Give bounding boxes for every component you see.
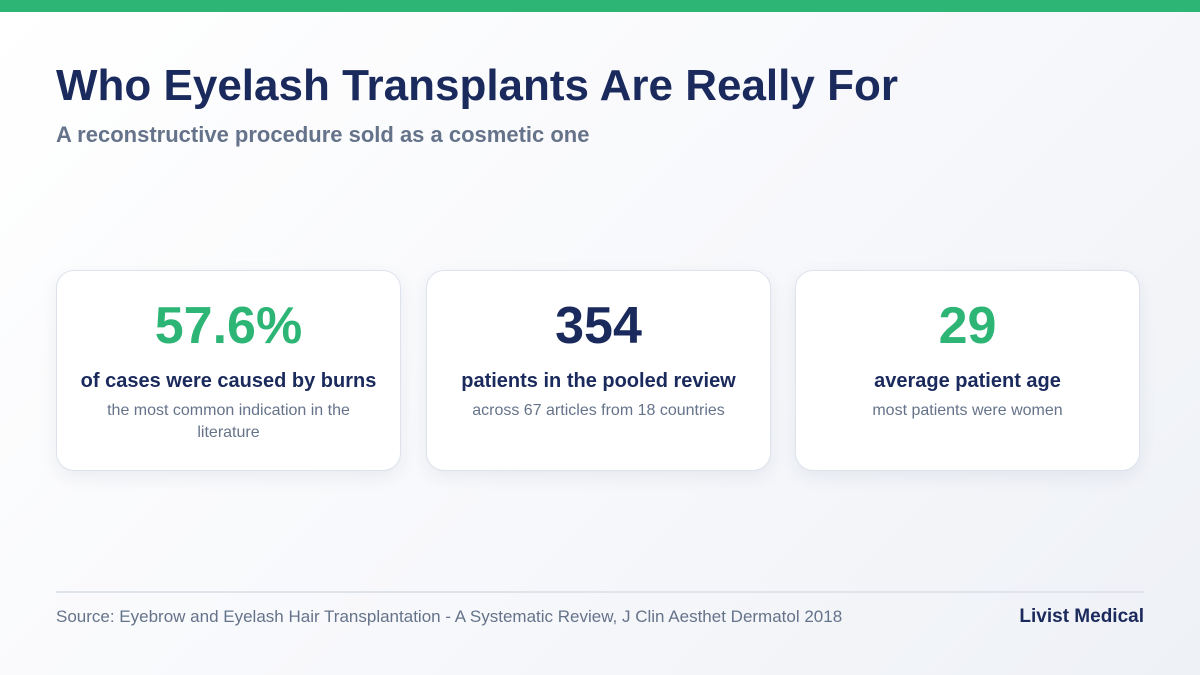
stat-label: average patient age [874,370,1061,392]
page-title: Who Eyelash Transplants Are Really For [56,61,898,110]
page-subtitle: A reconstructive procedure sold as a cos… [56,122,590,147]
stat-note: most patients were women [872,402,1063,419]
stat-cards: 57.6% of cases were caused by burns the … [56,270,1144,474]
source-citation: Source: Eyebrow and Eyelash Hair Transpl… [56,607,843,626]
stat-value: 57.6% [154,297,303,355]
stat-value: 29 [938,297,997,355]
stat-label: of cases were caused by burns [80,370,377,392]
stat-note: the most common indication in the litera… [107,402,350,441]
footer-divider [56,591,1144,593]
stat-label: patients in the pooled review [461,370,736,392]
brand-name: Livist Medical [1019,606,1144,627]
top-accent-bar [0,0,1200,12]
stat-value: 354 [555,297,642,355]
stat-note: across 67 articles from 18 countries [472,402,725,419]
stat-card-age: 29 average patient age most patients wer… [795,270,1140,471]
stat-card-burns: 57.6% of cases were caused by burns the … [56,270,401,471]
stat-card-patients: 354 patients in the pooled review across… [426,270,771,471]
